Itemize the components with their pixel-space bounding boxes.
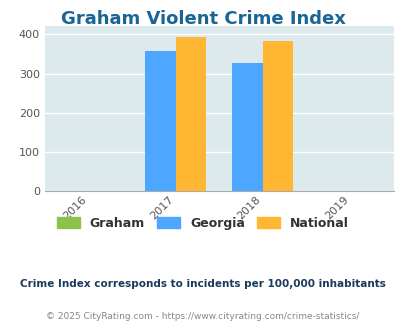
Text: Crime Index corresponds to incidents per 100,000 inhabitants: Crime Index corresponds to incidents per… xyxy=(20,279,385,289)
Bar xyxy=(262,41,293,191)
Text: © 2025 CityRating.com - https://www.cityrating.com/crime-statistics/: © 2025 CityRating.com - https://www.city… xyxy=(46,312,359,321)
Text: Graham Violent Crime Index: Graham Violent Crime Index xyxy=(60,10,345,28)
Bar xyxy=(232,63,262,191)
Bar xyxy=(145,51,175,191)
Legend: Graham, Georgia, National: Graham, Georgia, National xyxy=(51,211,354,236)
Bar xyxy=(175,37,206,191)
